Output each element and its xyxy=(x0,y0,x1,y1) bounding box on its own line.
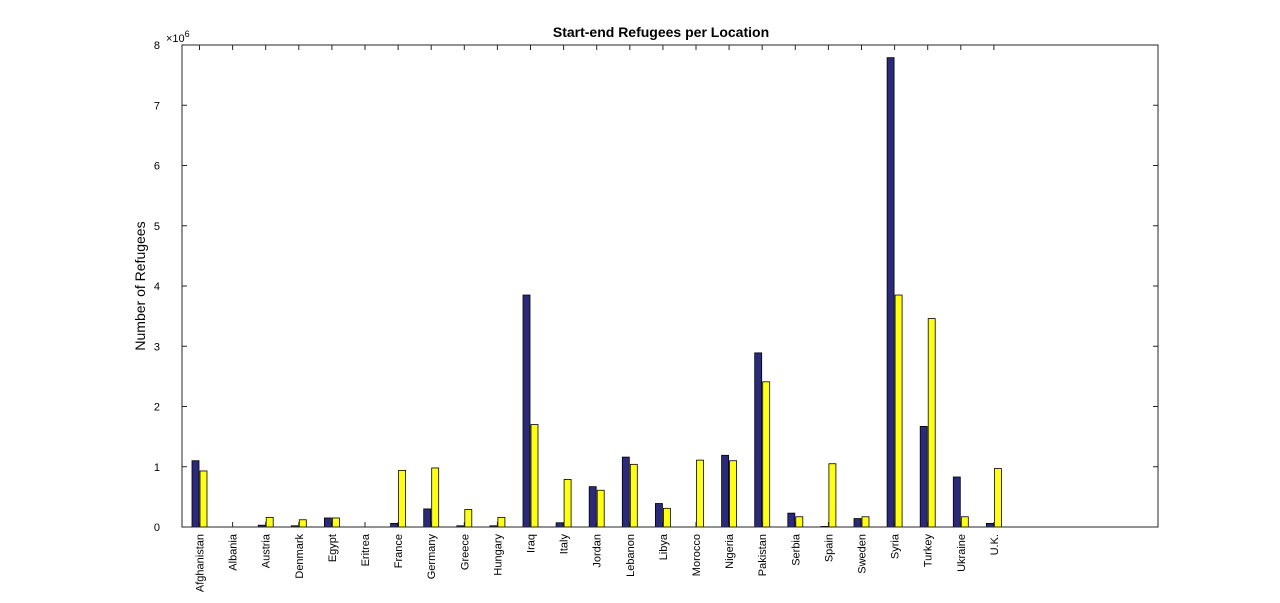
x-tick-label-greece: Greece xyxy=(459,534,471,570)
y-tick-label: 5 xyxy=(154,221,160,233)
y-tick-label: 6 xyxy=(154,161,160,173)
bar-series1-iraq xyxy=(522,294,531,528)
bar-series1-jordan xyxy=(588,486,597,528)
x-tick-label-lebanon: Lebanon xyxy=(625,534,637,577)
y-tick-label: 3 xyxy=(154,341,160,353)
bar-series1-serbia xyxy=(787,512,796,528)
bar-series1-afghanistan xyxy=(191,460,200,528)
x-tick-label-ukraine: Ukraine xyxy=(956,534,968,572)
plot-area-border xyxy=(181,44,1159,528)
x-tick-label-serbia: Serbia xyxy=(790,533,802,566)
bar-series2-ukraine xyxy=(960,516,969,528)
bar-series1-france xyxy=(390,522,399,528)
bar-series2-egypt xyxy=(331,517,340,528)
bar-series2-afghanistan xyxy=(199,470,208,528)
x-tick-label-sweden: Sweden xyxy=(857,534,869,574)
bar-series2-hungary xyxy=(497,516,506,528)
bar-series1-lebanon xyxy=(621,456,630,528)
x-tick-label-u-k-: U.K. xyxy=(989,534,1001,555)
bar-series1-sweden xyxy=(853,518,862,528)
y-tick-label: 4 xyxy=(154,281,160,293)
bar-series1-turkey xyxy=(919,425,928,528)
y-axis-exponent: ×106 xyxy=(166,29,190,45)
x-tick-label-morocco: Morocco xyxy=(691,534,703,576)
y-axis-exponent-base: ×10 xyxy=(166,33,185,45)
bar-series1-syria xyxy=(886,57,895,528)
bar-series2-lebanon xyxy=(629,463,638,528)
bar-series1-egypt xyxy=(323,517,332,528)
bar-series2-turkey xyxy=(927,318,936,528)
y-tick-label: 0 xyxy=(154,522,160,534)
x-tick-label-libya: Libya xyxy=(658,533,670,560)
bar-series1-germany xyxy=(423,508,432,528)
x-tick-label-spain: Spain xyxy=(823,534,835,562)
bar-series2-france xyxy=(398,469,407,528)
bar-series2-iraq xyxy=(530,424,539,528)
bar-series1-libya xyxy=(655,503,663,528)
bar-series1-pakistan xyxy=(754,352,763,528)
x-tick-label-turkey: Turkey xyxy=(923,534,935,568)
y-tick-label: 1 xyxy=(154,462,160,474)
axes-layer: 0 1 2 3 4 5 6 7 8 Afghanistan Albania Austria Denmar… xyxy=(154,40,1159,592)
x-tick-label-afghanistan: Afghanistan xyxy=(195,534,207,592)
x-tick-label-germany: Germany xyxy=(426,534,438,580)
bar-series2-pakistan xyxy=(762,381,771,528)
bar-series2-spain xyxy=(828,463,837,528)
bar-series2-morocco xyxy=(696,459,704,528)
x-tick-label-iraq: Iraq xyxy=(526,534,538,553)
bars-layer xyxy=(191,57,1002,528)
bar-series2-italy xyxy=(563,479,572,528)
x-tick-label-albania: Albania xyxy=(228,533,240,571)
x-tick-label-jordan: Jordan xyxy=(592,534,604,568)
bar-series2-austria xyxy=(265,516,274,528)
x-tick-label-austria: Austria xyxy=(261,533,273,568)
bar-series2-libya xyxy=(663,507,671,528)
bar-series2-nigeria xyxy=(729,460,737,528)
bar-series2-jordan xyxy=(596,489,605,528)
bar-series1-u-k- xyxy=(986,522,994,528)
y-axis-exponent-power: 6 xyxy=(185,29,190,39)
bar-series2-greece xyxy=(464,509,473,528)
bar-series2-germany xyxy=(431,467,440,528)
bar-series1-nigeria xyxy=(721,454,729,528)
chart-title: Start-end Refugees per Location xyxy=(553,24,769,40)
x-tick-label-pakistan: Pakistan xyxy=(757,534,769,576)
bar-series2-syria xyxy=(894,294,903,528)
x-tick-label-france: France xyxy=(393,534,405,568)
x-tick-label-denmark: Denmark xyxy=(294,534,306,579)
y-tick-label: 7 xyxy=(154,100,160,112)
x-tick-label-eritrea: Eritrea xyxy=(360,533,372,566)
x-tick-label-hungary: Hungary xyxy=(492,534,504,576)
x-tick-label-egypt: Egypt xyxy=(327,534,339,562)
bar-series1-ukraine xyxy=(952,476,961,528)
x-tick-label-italy: Italy xyxy=(559,534,571,555)
bar-series1-italy xyxy=(555,522,564,528)
x-tick-label-syria: Syria xyxy=(890,533,902,559)
y-tick-label: 8 xyxy=(154,40,160,52)
bar-series2-u-k- xyxy=(994,468,1002,528)
y-axis-label: Number of Refugees xyxy=(132,221,148,350)
bar-series2-sweden xyxy=(861,516,870,528)
y-tick-label: 2 xyxy=(154,402,160,414)
x-tick-label-nigeria: Nigeria xyxy=(724,533,736,569)
bar-series2-serbia xyxy=(795,516,804,528)
bar-series2-denmark xyxy=(298,519,307,528)
